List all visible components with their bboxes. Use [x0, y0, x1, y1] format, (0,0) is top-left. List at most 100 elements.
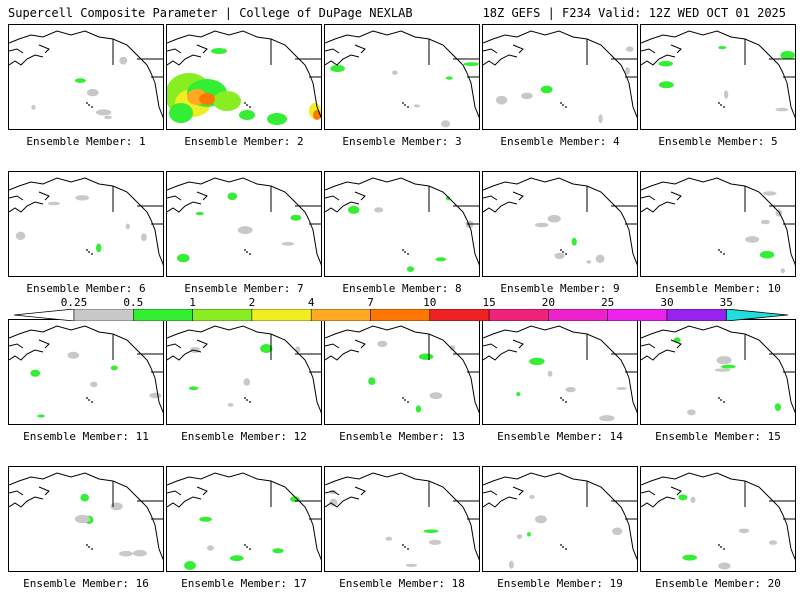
hawaii-island	[560, 249, 562, 251]
coastline	[167, 30, 310, 74]
hawaii-island	[560, 397, 562, 399]
scp-contour	[177, 253, 190, 263]
coastline	[38, 339, 50, 349]
map-canvas	[641, 472, 795, 570]
hawaii-island	[86, 544, 88, 546]
hawaii-island	[407, 401, 409, 403]
scp-contour	[616, 387, 627, 390]
scp-contour	[272, 548, 284, 554]
scp-contour	[31, 105, 36, 110]
scp-contour	[449, 345, 456, 351]
scp-contour	[718, 46, 727, 50]
scp-contour	[110, 365, 118, 371]
ensemble-member-map	[324, 171, 480, 277]
hawaii-island	[402, 102, 404, 104]
coastline	[782, 72, 795, 119]
hawaii-island	[88, 104, 90, 106]
coastline	[466, 219, 479, 266]
colorbar-tick-label: 15	[482, 296, 496, 309]
coastline	[325, 54, 360, 66]
coastline	[325, 195, 340, 201]
scp-contour	[243, 378, 251, 386]
hawaii-island	[402, 249, 404, 251]
scp-contour	[535, 222, 549, 228]
colorbar-segment	[370, 309, 431, 321]
scp-contour	[141, 233, 147, 242]
colorbar-tick-label: 0.25	[60, 296, 88, 309]
ensemble-member-map	[166, 171, 322, 277]
coastline	[167, 490, 182, 496]
map-canvas	[167, 30, 321, 125]
coastline	[641, 343, 656, 349]
scp-contour	[119, 550, 133, 557]
map-canvas	[9, 472, 163, 561]
coastline	[354, 486, 366, 496]
scp-contour	[90, 381, 98, 388]
scp-contour	[774, 403, 782, 411]
hawaii-island	[565, 253, 567, 255]
ensemble-member-map	[482, 171, 638, 277]
scp-contour	[516, 534, 523, 539]
coastline	[670, 191, 682, 201]
scp-contour	[775, 107, 789, 112]
coastline	[483, 30, 626, 74]
scp-contour	[239, 110, 255, 120]
scp-contour	[599, 415, 615, 422]
scp-contour	[237, 226, 253, 235]
map-canvas	[9, 30, 163, 120]
coastline	[150, 219, 163, 266]
hawaii-island	[249, 401, 251, 403]
coastline	[9, 177, 152, 221]
scp-contour	[133, 549, 147, 557]
scp-contour	[149, 392, 162, 399]
scp-contour	[526, 532, 531, 537]
coastline	[624, 72, 637, 119]
scp-contour	[554, 252, 565, 260]
coastline	[466, 72, 479, 119]
coastline	[641, 496, 676, 508]
hawaii-island	[249, 106, 251, 108]
scp-contour	[738, 528, 750, 534]
scp-contour	[762, 191, 777, 196]
scp-contour	[571, 237, 577, 246]
map-canvas	[641, 30, 795, 119]
coastline	[9, 325, 152, 369]
hawaii-island	[723, 548, 725, 550]
scp-contour	[290, 214, 302, 221]
coastline	[466, 367, 479, 414]
hawaii-island	[562, 546, 564, 548]
coastline	[325, 343, 340, 349]
coastline	[641, 490, 656, 496]
map-canvas	[483, 30, 637, 124]
scp-contour	[496, 95, 508, 105]
ensemble-member-map	[482, 466, 638, 572]
coastline	[196, 44, 208, 54]
coastline	[9, 30, 152, 74]
colorbar-segment	[548, 309, 608, 321]
scp-contour	[414, 104, 420, 108]
map-canvas	[325, 472, 479, 567]
hawaii-island	[88, 546, 90, 548]
colorbar-tick-label: 10	[423, 296, 437, 309]
ensemble-member-caption: Ensemble Member: 11	[23, 430, 149, 443]
scp-contour	[595, 254, 605, 263]
coastline	[167, 496, 202, 508]
hawaii-island	[402, 544, 404, 546]
colorbar-tick-label: 2	[248, 296, 256, 309]
coastline	[9, 343, 24, 349]
scp-contour	[441, 120, 451, 128]
scp-contour	[184, 561, 196, 570]
scp-contour	[385, 536, 393, 541]
coastline	[9, 490, 24, 496]
hawaii-island	[246, 251, 248, 253]
hawaii-island	[565, 106, 567, 108]
scp-contour	[211, 48, 227, 54]
scp-contour	[30, 369, 41, 377]
scp-contour	[110, 502, 123, 511]
ensemble-member-map	[324, 319, 480, 425]
ensemble-member-map	[8, 319, 164, 425]
hawaii-island	[560, 544, 562, 546]
coastline	[167, 343, 182, 349]
coastline	[641, 325, 784, 369]
